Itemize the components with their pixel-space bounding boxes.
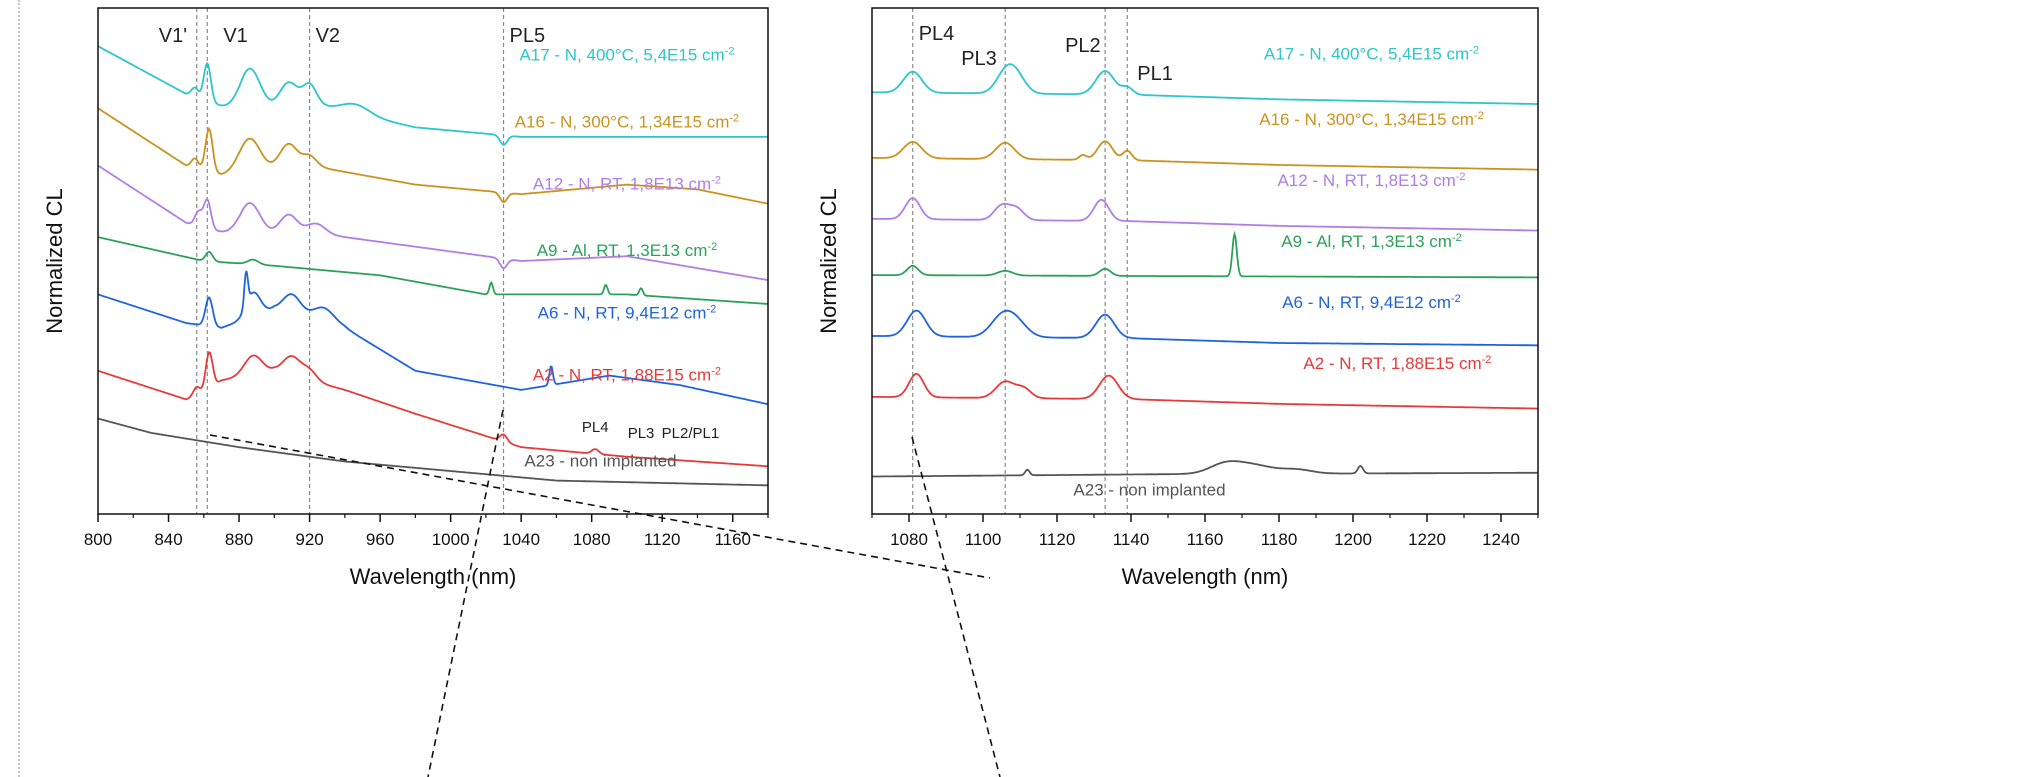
reference-line-label: V2 (316, 25, 340, 47)
series-line (98, 164, 768, 281)
x-tick-label: 1160 (1187, 530, 1224, 549)
x-tick-label: 1120 (1039, 530, 1076, 549)
zoom-connector (209, 434, 991, 579)
series-group (98, 45, 768, 487)
series-line (872, 140, 1538, 171)
series-label: A9 - Al, RT, 1,3E13 cm-2 (1281, 232, 1462, 251)
series-line (872, 372, 1538, 410)
plot-frame (871, 7, 1539, 515)
series-line (872, 460, 1538, 478)
series-label: A23 - non implanted (524, 451, 676, 470)
x-tick-label: 1040 (502, 530, 540, 549)
x-tick-label: 1000 (432, 530, 470, 549)
x-tick-label: 1120 (644, 530, 681, 549)
series-line (98, 107, 768, 205)
peak-label: PL3 (628, 425, 655, 442)
zoom-connector-lines (209, 409, 1001, 777)
series-line (872, 309, 1538, 347)
series-label: A12 - N, RT, 1,8E13 cm-2 (1277, 171, 1465, 190)
series-line (98, 350, 768, 468)
reference-line-label: PL4 (919, 23, 955, 45)
reference-line-label: PL1 (1137, 63, 1173, 85)
zoom-connector (911, 436, 1001, 777)
series-label: A9 - Al, RT, 1,3E13 cm-2 (537, 241, 718, 260)
x-axis-title: Wavelength (nm) (350, 564, 517, 589)
series-line (98, 270, 768, 406)
series-label: A16 - N, 300°C, 1,34E15 cm-2 (1259, 110, 1483, 129)
x-tick-label: 1180 (1261, 530, 1298, 549)
series-group (872, 63, 1538, 478)
x-tick-label: 1080 (573, 530, 611, 549)
y-axis-title: Normalized CL (42, 188, 67, 334)
x-axis-title: Wavelength (nm) (1122, 564, 1289, 589)
reference-line-label: PL2 (1065, 35, 1101, 57)
x-tick-label: 1240 (1482, 530, 1520, 549)
x-tick-label: 960 (366, 530, 394, 549)
x-tick-label: 1160 (714, 530, 751, 549)
x-tick-label: 1140 (1113, 530, 1150, 549)
series-label: A6 - N, RT, 9,4E12 cm-2 (1282, 293, 1461, 312)
series-line (872, 197, 1538, 232)
series-line (98, 236, 768, 305)
x-tick-label: 1220 (1408, 530, 1446, 549)
x-tick-label: 880 (225, 530, 253, 549)
x-tick-label: 920 (295, 530, 323, 549)
x-tick-label: 840 (154, 530, 182, 549)
y-axis-title: Normalized CL (816, 188, 841, 334)
series-label: A2 - N, RT, 1,88E15 cm-2 (1303, 354, 1491, 373)
series-label: A2 - N, RT, 1,88E15 cm-2 (533, 365, 721, 384)
x-tick-label: 1200 (1334, 530, 1372, 549)
series-label: A17 - N, 400°C, 5,4E15 cm-2 (519, 46, 734, 65)
reference-line-label: PL3 (961, 48, 997, 70)
reference-line-label: PL5 (510, 25, 546, 47)
series-line (872, 63, 1538, 105)
reference-line-label: V1 (223, 25, 247, 47)
zoom-spectrum-panel: PL4 PL3 PL2 PL1 A17 - N, 400°C, 5,4E15 cm-2 A… (816, 7, 1539, 589)
page-margin-rule (18, 0, 20, 777)
reference-line-label: V1' (159, 25, 187, 47)
series-label: A6 - N, RT, 9,4E12 cm-2 (538, 303, 717, 322)
x-tick-label: 800 (84, 530, 112, 549)
series-line (872, 230, 1538, 279)
plot-frame (97, 7, 769, 515)
x-tick-label: 1100 (965, 530, 1002, 549)
x-tick-label: 1080 (890, 530, 928, 549)
peak-label: PL2/PL1 (662, 425, 720, 442)
series-label: A23 - non implanted (1073, 480, 1225, 499)
series-line (98, 45, 768, 146)
peak-label: PL4 (582, 419, 609, 436)
series-label: A12 - N, RT, 1,8E13 cm-2 (533, 174, 721, 193)
series-label: A16 - N, 300°C, 1,34E15 cm-2 (515, 112, 739, 131)
series-line (98, 417, 768, 487)
zoom-connector (427, 409, 504, 777)
series-label: A17 - N, 400°C, 5,4E15 cm-2 (1264, 45, 1479, 64)
